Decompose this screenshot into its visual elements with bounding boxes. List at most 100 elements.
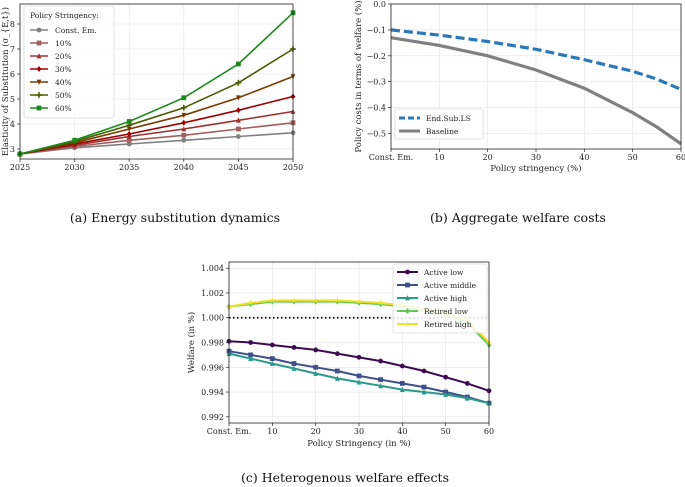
series-line-4 bbox=[19, 75, 294, 155]
plot-frame-b bbox=[390, 3, 682, 150]
legend-marker bbox=[36, 92, 42, 98]
data-point bbox=[421, 368, 427, 374]
data-point bbox=[291, 365, 297, 371]
data-point bbox=[181, 126, 187, 132]
y-tick-label: −0.2 bbox=[367, 52, 386, 61]
y-tick-label: 1.004 bbox=[201, 264, 224, 273]
x-axis-label: Policy Stringency (in %) bbox=[307, 438, 411, 449]
legend-label: 60% bbox=[55, 104, 72, 113]
x-tick-label: 10 bbox=[434, 153, 444, 162]
legend-marker bbox=[405, 269, 410, 275]
caption-a: (a) Energy substitution dynamics bbox=[70, 210, 280, 225]
x-tick-label: 2040 bbox=[174, 163, 194, 172]
legend-label: Active high bbox=[423, 294, 467, 303]
y-tick-label: −0.1 bbox=[367, 26, 386, 35]
data-point bbox=[126, 131, 132, 137]
data-point bbox=[126, 126, 132, 132]
y-tick-label: 0.992 bbox=[201, 413, 224, 422]
x-tick-label: Const. Em. bbox=[369, 153, 413, 162]
y-tick-label: 1.000 bbox=[201, 314, 224, 323]
data-point bbox=[378, 377, 384, 383]
y-tick-label: 7 bbox=[10, 45, 15, 54]
data-point bbox=[269, 297, 276, 303]
data-point bbox=[236, 134, 241, 139]
plot-frame-a bbox=[19, 3, 294, 160]
x-tick-label: 2035 bbox=[119, 163, 139, 172]
legend-marker bbox=[405, 295, 410, 301]
y-tick-label: 6 bbox=[10, 70, 15, 79]
data-point bbox=[313, 347, 319, 353]
data-point bbox=[269, 360, 275, 366]
legend-b: End.Sub.LS Baseline bbox=[394, 108, 484, 140]
y-tick-label: 5 bbox=[10, 95, 15, 104]
data-point bbox=[291, 361, 297, 366]
x-tick-label: 60 bbox=[484, 427, 494, 436]
data-point bbox=[236, 61, 241, 67]
legend-c: Active low Active middle Active high Retire… bbox=[392, 263, 488, 334]
y-axis-label: Welfare (in %) bbox=[186, 312, 197, 373]
data-point bbox=[334, 375, 340, 381]
y-tick-label: −0.4 bbox=[367, 104, 386, 113]
caption-c: (c) Heterogenous welfare effects bbox=[241, 470, 449, 485]
legend-label: Const. Em. bbox=[55, 26, 97, 35]
data-point bbox=[356, 354, 362, 360]
data-point bbox=[236, 126, 241, 132]
data-point bbox=[421, 384, 427, 390]
data-point bbox=[236, 95, 241, 101]
legend-marker bbox=[404, 320, 411, 327]
data-point bbox=[313, 364, 319, 370]
x-tick-label: 20 bbox=[311, 427, 321, 436]
chart-c: Const. Em. 10 20 30 40 50 60 0.992 0.994 0.996 0.9… bbox=[186, 261, 494, 449]
series-line-5 bbox=[19, 48, 294, 155]
data-point bbox=[399, 380, 405, 386]
y-tick-label: 8 bbox=[10, 20, 15, 29]
legend-label: Retired high bbox=[424, 320, 472, 329]
data-point bbox=[290, 297, 298, 303]
series-line-0 bbox=[19, 132, 294, 155]
y-tick-label: 0.0 bbox=[373, 0, 386, 9]
data-point bbox=[443, 374, 449, 380]
x-tick-label: 30 bbox=[354, 427, 364, 436]
x-tick-label: Const. Em. bbox=[207, 427, 251, 436]
data-point bbox=[247, 299, 254, 306]
legend-box bbox=[392, 263, 488, 334]
x-tick-label: 40 bbox=[579, 153, 589, 162]
data-point bbox=[356, 379, 362, 385]
legend-label: Retired low bbox=[424, 307, 469, 316]
x-tick-label: 2045 bbox=[228, 163, 248, 172]
data-point bbox=[72, 137, 77, 143]
data-point bbox=[269, 356, 275, 361]
y-tick-label: 0.996 bbox=[201, 363, 224, 372]
legend-title: Policy Stringency: bbox=[30, 11, 99, 20]
y-tick-label: −0.3 bbox=[367, 78, 386, 87]
caption-b: (b) Aggregate welfare costs bbox=[430, 210, 606, 225]
data-point bbox=[334, 351, 340, 357]
legend-marker bbox=[36, 27, 42, 33]
legend-marker bbox=[36, 79, 42, 85]
legend-label: Baseline bbox=[426, 127, 459, 136]
series-line-0 bbox=[390, 28, 682, 91]
legend-label: 50% bbox=[55, 91, 72, 100]
series-line-2 bbox=[19, 110, 294, 155]
data-point bbox=[313, 370, 319, 376]
data-point bbox=[291, 298, 297, 305]
y-axis-label: Policy costs in terms of welfare (%) bbox=[353, 0, 364, 152]
legend-label: End.Sub.LS bbox=[426, 114, 471, 123]
x-axis-label: Policy stringency (%) bbox=[490, 163, 581, 174]
data-point bbox=[181, 112, 187, 119]
data-point bbox=[126, 141, 132, 147]
x-tick-label: 10 bbox=[267, 427, 277, 436]
data-point bbox=[181, 119, 187, 126]
data-point bbox=[421, 389, 427, 395]
y-tick-label: 1.002 bbox=[201, 289, 224, 298]
legend-marker bbox=[36, 40, 42, 46]
series-line-1 bbox=[390, 36, 682, 146]
legend-label: Active low bbox=[423, 268, 464, 277]
data-point bbox=[181, 137, 187, 143]
data-point bbox=[464, 380, 470, 386]
legend-label: 40% bbox=[55, 78, 72, 87]
series-line-6 bbox=[19, 12, 294, 155]
y-tick-label: 4 bbox=[10, 120, 15, 129]
data-point bbox=[399, 363, 405, 369]
y-tick-label: −0.5 bbox=[367, 129, 386, 138]
